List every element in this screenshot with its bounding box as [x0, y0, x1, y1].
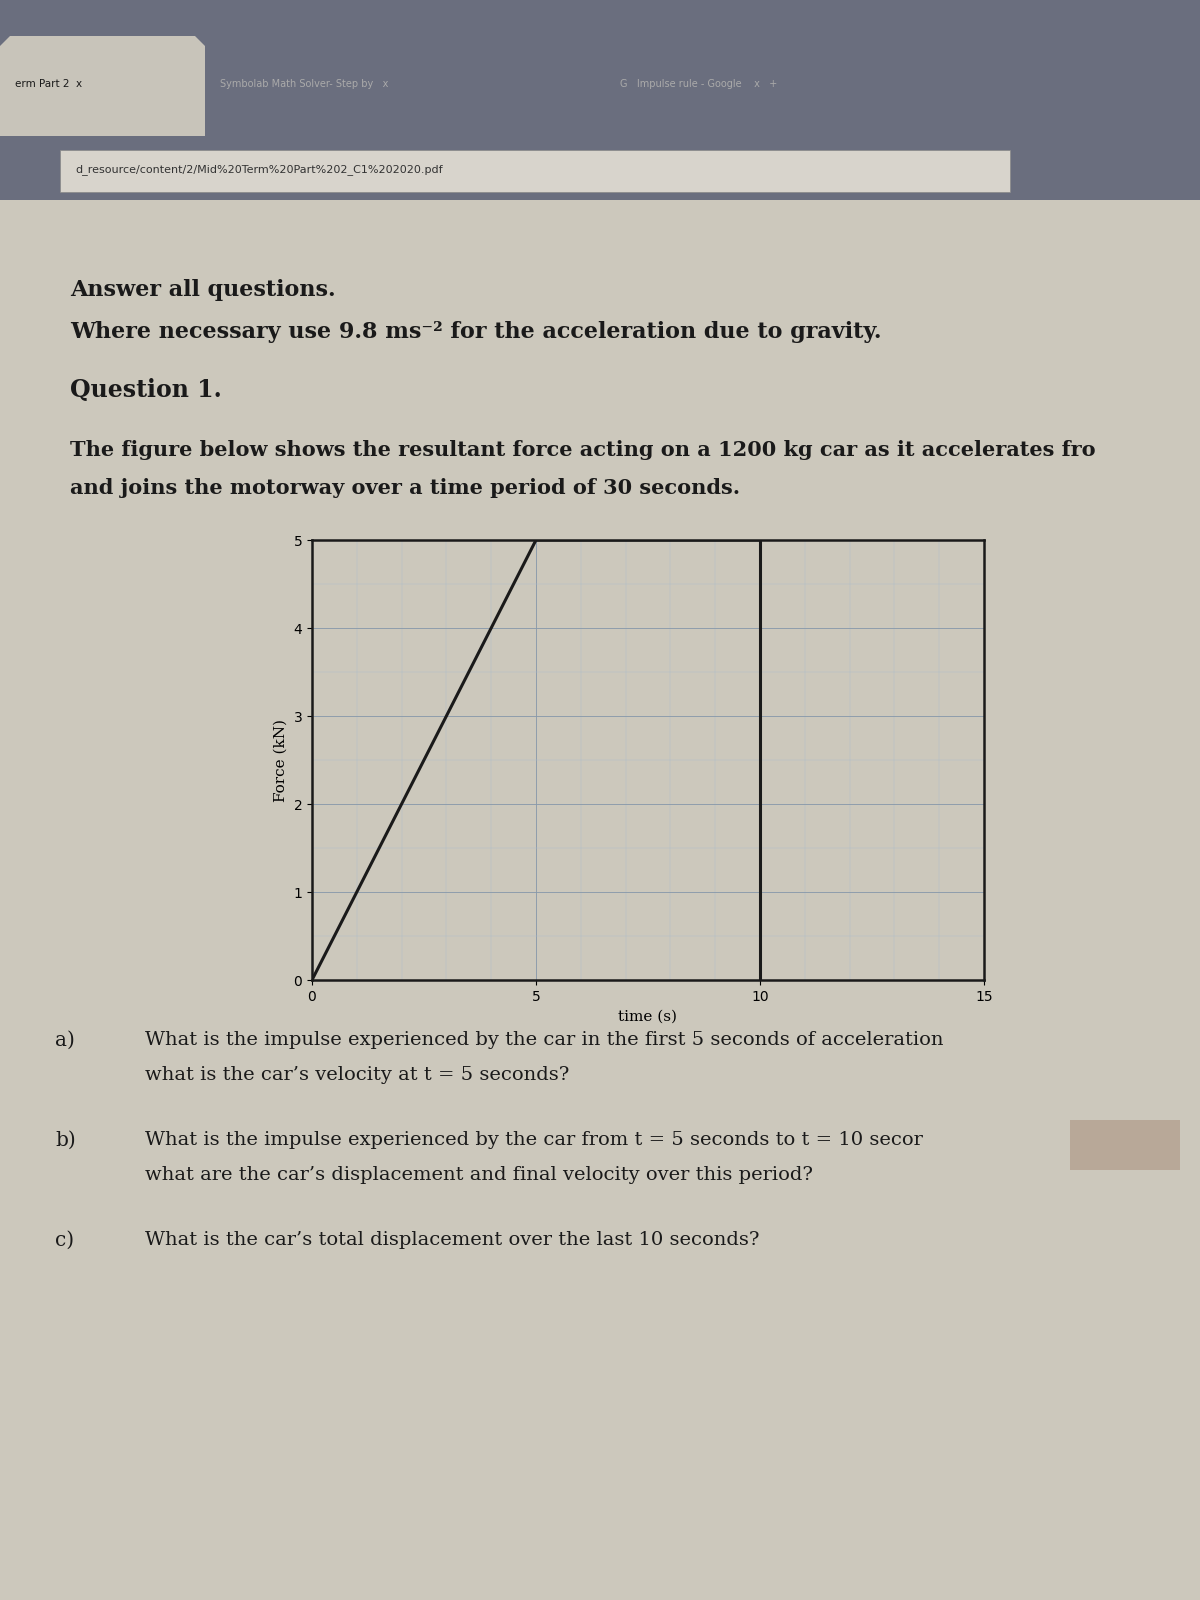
Text: erm Part 2  x: erm Part 2 x [14, 78, 82, 90]
Text: what are the car’s displacement and final velocity over this period?: what are the car’s displacement and fina… [145, 1166, 814, 1184]
Text: Answer all questions.: Answer all questions. [70, 278, 336, 301]
Text: and joins the motorway over a time period of 30 seconds.: and joins the motorway over a time perio… [70, 478, 740, 498]
Text: d_resource/content/2/Mid%20Term%20Part%202_C1%202020.pdf: d_resource/content/2/Mid%20Term%20Part%2… [74, 165, 443, 176]
Text: What is the impulse experienced by the car in the first 5 seconds of acceleratio: What is the impulse experienced by the c… [145, 1030, 943, 1050]
Y-axis label: Force (kN): Force (kN) [274, 718, 288, 802]
Polygon shape [0, 35, 205, 136]
Text: Question 1.: Question 1. [70, 378, 222, 402]
Text: b): b) [55, 1131, 76, 1149]
Bar [60, 150, 1010, 192]
Text: a): a) [55, 1030, 74, 1050]
Text: What is the car’s total displacement over the last 10 seconds?: What is the car’s total displacement ove… [145, 1230, 760, 1250]
Text: Where necessary use 9.8 ms⁻² for the acceleration due to gravity.: Where necessary use 9.8 ms⁻² for the acc… [70, 322, 882, 342]
Text: what is the car’s velocity at t = 5 seconds?: what is the car’s velocity at t = 5 seco… [145, 1066, 569, 1085]
X-axis label: time (s): time (s) [618, 1010, 678, 1024]
Text: c): c) [55, 1230, 74, 1250]
Text: G   Impulse rule - Google    x   +: G Impulse rule - Google x + [620, 78, 778, 90]
Text: The figure below shows the resultant force acting on a 1200 kg car as it acceler: The figure below shows the resultant for… [70, 440, 1096, 461]
Bar [1070, 1120, 1180, 1170]
Text: What is the impulse experienced by the car from t = 5 seconds to t = 10 secor: What is the impulse experienced by the c… [145, 1131, 923, 1149]
Text: Symbolab Math Solver- Step by   x: Symbolab Math Solver- Step by x [220, 78, 389, 90]
